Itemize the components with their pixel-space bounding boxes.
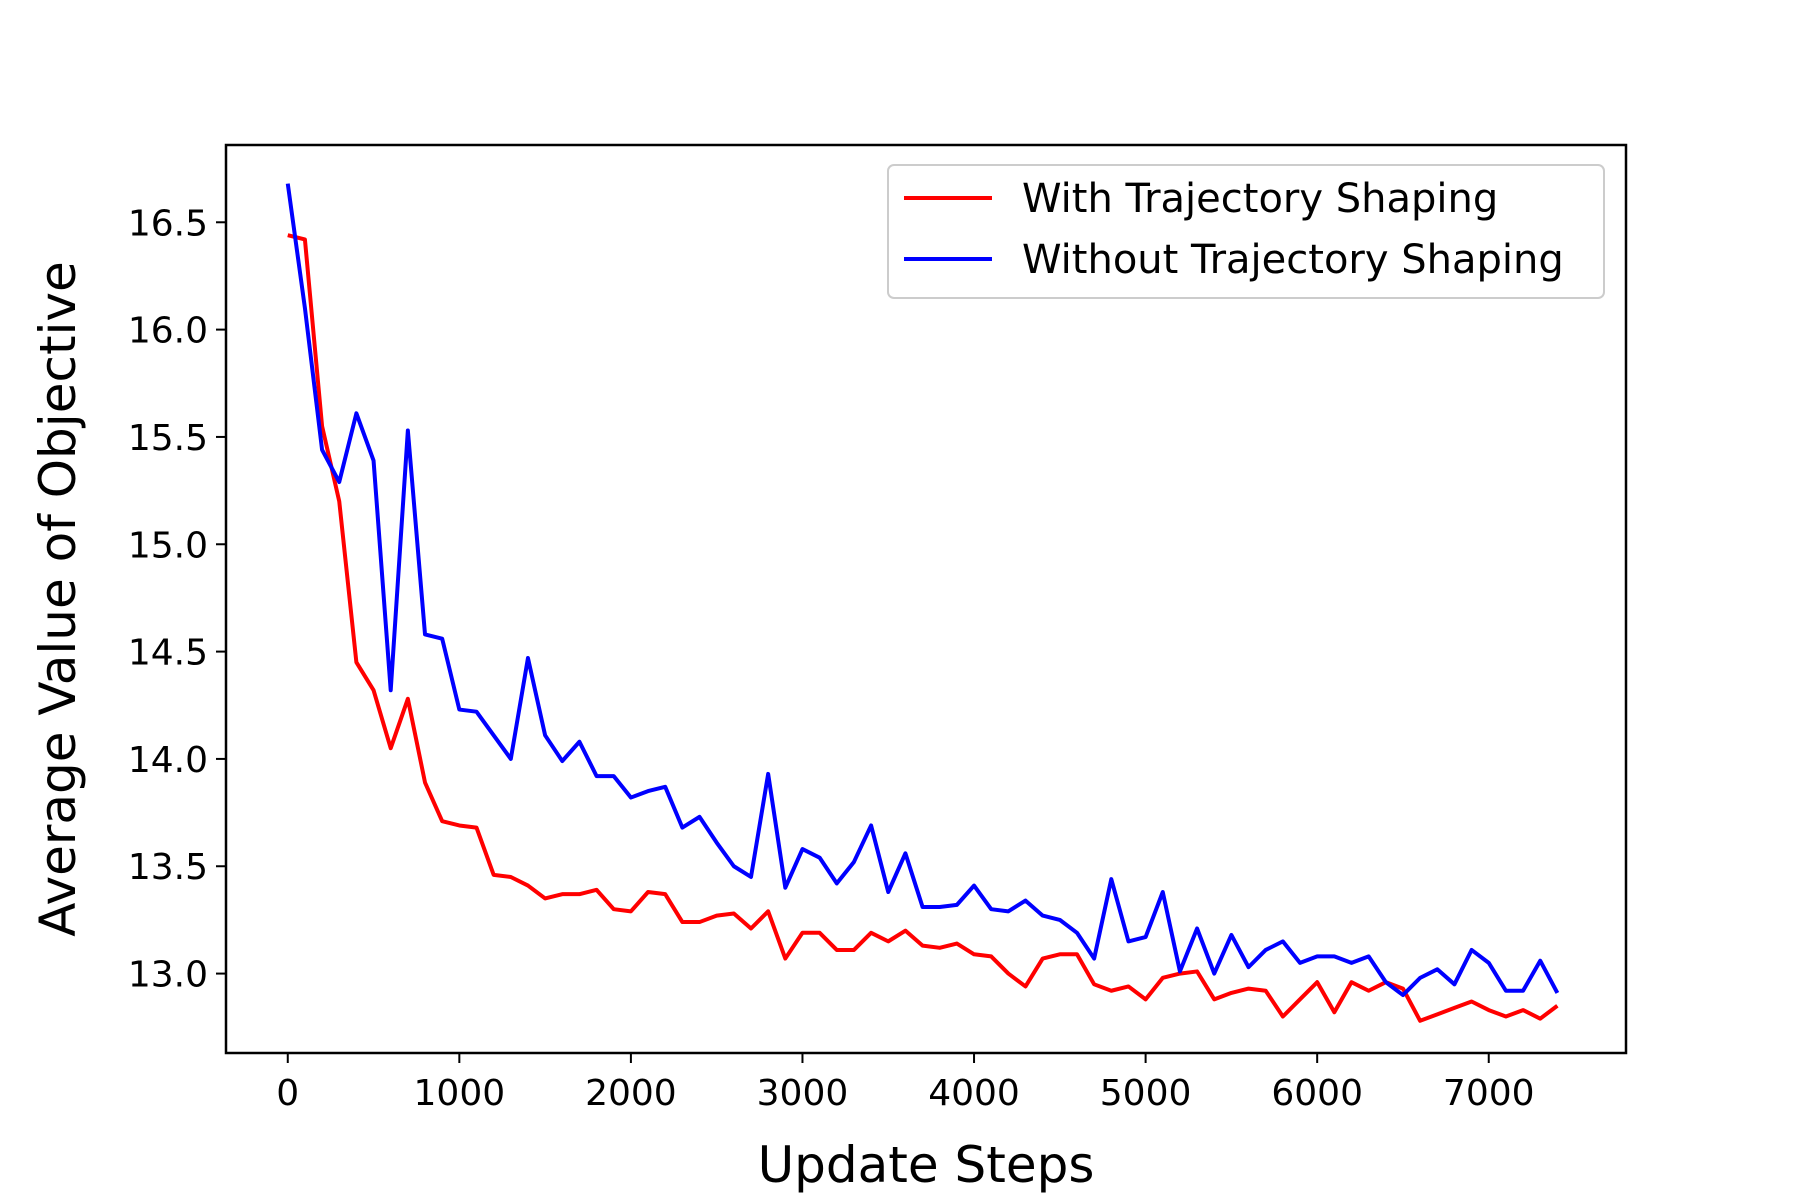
- x-tick-label: 3000: [757, 1073, 849, 1114]
- series-line-with-trajectory-shaping: [287, 233, 1559, 1023]
- x-tick-label: 1000: [414, 1073, 506, 1114]
- y-tick-label: 15.0: [128, 525, 208, 566]
- legend: With Trajectory Shaping Without Trajecto…: [887, 164, 1605, 299]
- y-axis-title: Average Value of Objective: [29, 261, 87, 937]
- legend-box: [887, 164, 1605, 299]
- y-tick-label: 13.5: [128, 847, 208, 888]
- plot-lines: [285, 183, 1560, 1023]
- x-axis-title: Update Steps: [758, 1136, 1095, 1194]
- x-tick-label: 4000: [928, 1073, 1020, 1114]
- y-tick-label: 16.0: [128, 311, 208, 352]
- x-tick-label: 0: [276, 1073, 299, 1114]
- x-tick-label: 7000: [1443, 1073, 1535, 1114]
- y-tick-label: 14.5: [128, 633, 208, 674]
- x-tick-label: 6000: [1271, 1073, 1363, 1114]
- x-axis-ticks: 0 1000 2000 3000 4000 5000 6000 7000: [276, 1053, 1535, 1114]
- x-tick-label: 2000: [585, 1073, 677, 1114]
- y-tick-label: 14.0: [128, 740, 208, 781]
- legend-label-without-trajectory-shaping: Without Trajectory Shaping: [1022, 237, 1564, 283]
- y-tick-label: 13.0: [128, 955, 208, 996]
- y-tick-label: 16.5: [128, 203, 208, 244]
- x-tick-label: 5000: [1100, 1073, 1192, 1114]
- y-axis-ticks: 13.0 13.5 14.0 14.5 15.0 15.5 16.0 16.5: [128, 203, 226, 996]
- plot-frame: [224, 143, 1628, 1055]
- legend-label-with-trajectory-shaping: With Trajectory Shaping: [1022, 176, 1498, 222]
- y-tick-label: 15.5: [128, 418, 208, 459]
- series-line-without-trajectory-shaping: [285, 183, 1560, 998]
